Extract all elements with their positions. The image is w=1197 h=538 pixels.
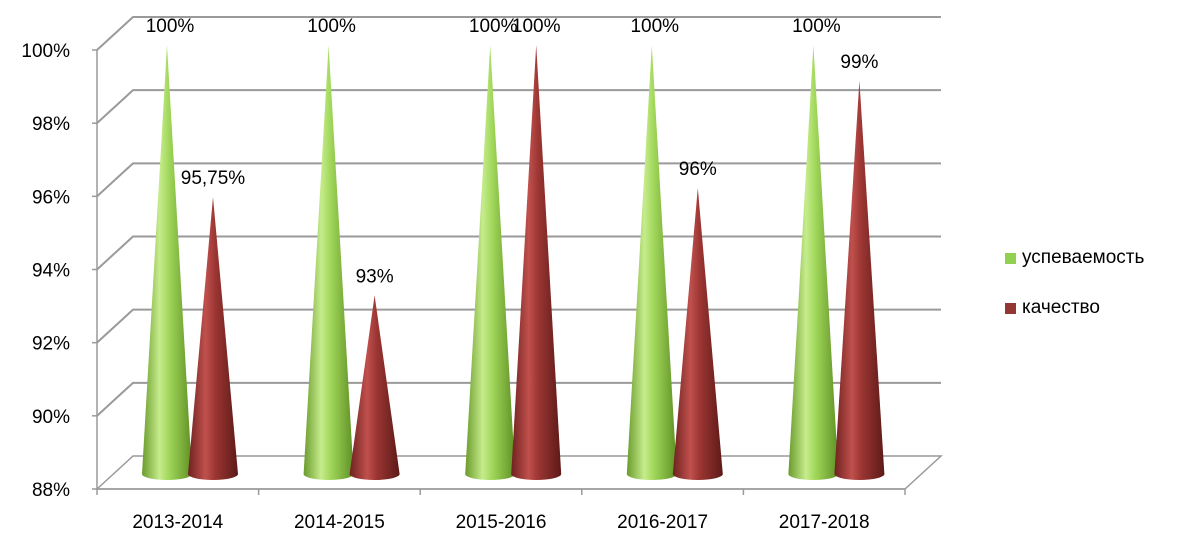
data-label: 100% (469, 16, 518, 37)
data-label: 96% (679, 159, 717, 180)
legend-label-kachestvo: качество (1022, 297, 1100, 319)
cone-uspevaemost (142, 45, 192, 480)
x-tick-label: 2016-2017 (617, 512, 708, 533)
legend-item-kachestvo: качество (1005, 283, 1144, 333)
cone-uspevaemost (788, 45, 838, 480)
y-tick-label: 96% (32, 187, 70, 208)
data-label: 99% (840, 52, 878, 73)
data-label: 95,75% (181, 168, 246, 189)
y-axis-tick-labels: 88% 90% 92% 94% 96% 98% 100% (21, 41, 70, 501)
x-tick-label: 2014-2015 (294, 512, 385, 533)
cone-kachestvo (188, 197, 238, 480)
x-tick-label: 2015-2016 (456, 512, 547, 533)
cones (142, 45, 884, 480)
y-tick-label: 98% (32, 114, 70, 135)
cone-kachestvo (511, 45, 561, 480)
cone-uspevaemost (627, 45, 677, 480)
legend: успеваемость качество (1005, 233, 1144, 333)
data-labels: 100% 100% 100% 100% 100%95,75%93%100%96%99% (146, 16, 879, 287)
data-label: 100% (792, 16, 841, 37)
y-tick-label: 92% (32, 334, 70, 355)
x-tick-label: 2017-2018 (779, 512, 870, 533)
data-label: 100% (512, 16, 561, 37)
cone-uspevaemost (304, 45, 354, 480)
data-label: 100% (630, 16, 679, 37)
x-axis-tick-labels: 2013-2014 2014-2015 2015-2016 2016-2017 2017… (132, 512, 869, 533)
y-tick-label: 94% (32, 261, 70, 282)
cone-kachestvo (673, 188, 723, 480)
data-label: 100% (146, 16, 195, 37)
data-label: 100% (307, 16, 356, 37)
legend-swatch-kachestvo (1005, 303, 1016, 314)
y-tick-label: 90% (32, 407, 70, 428)
y-tick-label: 88% (32, 480, 70, 501)
legend-swatch-uspevaemost (1005, 253, 1016, 264)
cone-kachestvo (834, 81, 884, 480)
legend-label-uspevaemost: успеваемость (1022, 247, 1144, 269)
cone-kachestvo (350, 295, 400, 480)
cone-uspevaemost (465, 45, 515, 480)
x-tick-label: 2013-2014 (132, 512, 223, 533)
y-tick-label: 100% (21, 41, 70, 62)
legend-item-uspevaemost: успеваемость (1005, 233, 1144, 283)
data-label: 93% (356, 266, 394, 287)
